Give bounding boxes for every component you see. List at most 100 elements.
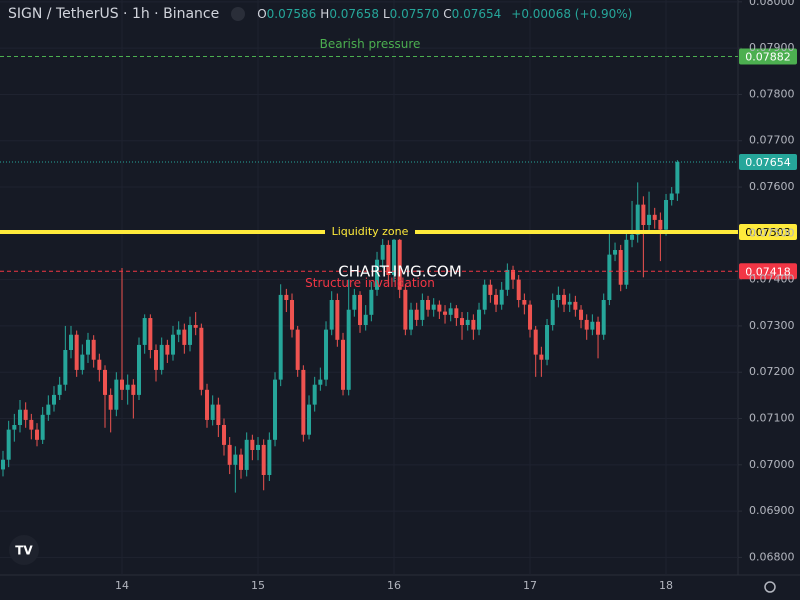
candle-body [409,309,414,330]
candle-body [1,459,5,470]
candle-body [137,344,142,395]
candles [1,160,680,493]
candle-body [290,300,295,330]
level-badge [739,48,797,65]
candle-body [74,334,79,370]
candle-body [233,454,238,465]
candle-body [562,294,567,305]
candle-body [165,344,170,355]
visibility-icon[interactable] [231,7,246,21]
candle-body [40,414,45,440]
candle-body [669,193,674,200]
candle-body [52,394,57,405]
candle-body [69,334,74,350]
level-badge [739,263,797,280]
candle-body [465,319,470,325]
x-tick-label: 18 [659,579,673,592]
price-scale-bg [738,0,800,600]
candle-body [448,308,453,315]
level-badge-label: 0.07503 [745,226,791,239]
candle-body [103,369,108,395]
candle-body [114,379,119,410]
candle-body [545,325,550,360]
candle-body [312,384,317,405]
candle-body [675,162,680,194]
candle-body [193,325,198,328]
candle-body [380,244,385,260]
candle-body [471,319,476,330]
candle-body [329,300,334,330]
candle-body [222,425,227,445]
candle-body [148,318,153,350]
change: +0.00068 (+0.90%) [511,7,633,21]
candle-body [431,304,436,310]
candle-body [618,250,623,285]
candle-body [658,219,663,230]
candle-body [205,389,210,420]
level-label: Structure invalidation [305,276,435,290]
candle-body [250,439,255,450]
candle-body [556,294,561,300]
candle-body [635,204,640,235]
candle-body [86,339,91,355]
x-tick-label: 14 [115,579,129,592]
candle-body [494,294,499,305]
ohlc-key: H [320,7,330,21]
candle-body [199,327,204,390]
ohlc-key: O [257,7,267,21]
overlays: 0.07654 Bearish pressure 0.07882 Liquidity … [0,37,797,290]
candle-body [6,429,11,460]
candle-body [584,319,589,330]
candle-body [443,311,448,315]
level-label: Bearish pressure [320,37,421,51]
candle-body [647,214,652,225]
y-tick-label: 0.07100 [749,412,795,425]
candle-body [607,254,612,300]
candle-body [97,359,102,370]
candle-body [641,204,646,225]
candle-body [596,321,601,335]
candle-body [227,444,232,465]
y-tick-label: 0.07700 [749,134,795,147]
ohlc: O0.07586 H0.07658 L0.07570 C0.07654 [257,7,505,21]
settings-icon[interactable] [764,581,776,593]
candle-body [182,329,187,345]
y-tick-label: 0.07200 [749,365,795,378]
candle-body [369,289,374,315]
candle-body [522,300,527,305]
candle-body [590,321,595,330]
candle-body [35,429,40,440]
candle-body [397,239,402,290]
candle-body [29,419,34,430]
ohlc-value: 0.07658 [329,7,379,21]
candle-body [335,300,340,340]
level-label: Liquidity zone [332,225,409,238]
candle-body [375,259,380,290]
candle-body [188,325,193,345]
tv-logo: TV [9,535,39,565]
candle-body [278,294,283,380]
candle-body [301,369,306,435]
candle-body [550,300,555,325]
last-price-label: 0.07654 [745,156,791,169]
candle-body [57,384,62,395]
candle-body [18,409,23,425]
symbol: SIGN / TetherUS · 1h · Binance [8,6,220,22]
ohlc-key: C [443,7,452,21]
grid [0,0,742,575]
candle-body [284,294,289,300]
candle-body [533,329,538,355]
candle-body [295,329,300,370]
x-tick-label: 17 [523,579,537,592]
y-tick-label: 0.07600 [749,180,795,193]
candle-body [307,404,312,435]
level-badge-label: 0.07882 [745,50,791,63]
candle-body [624,239,629,285]
candle-body [437,304,442,312]
candle-body [488,284,493,295]
ohlc-value: 0.07654 [451,7,502,21]
candle-body [528,304,533,330]
candle-body [505,269,510,290]
candle-body [171,334,176,355]
candle-body [511,269,516,280]
